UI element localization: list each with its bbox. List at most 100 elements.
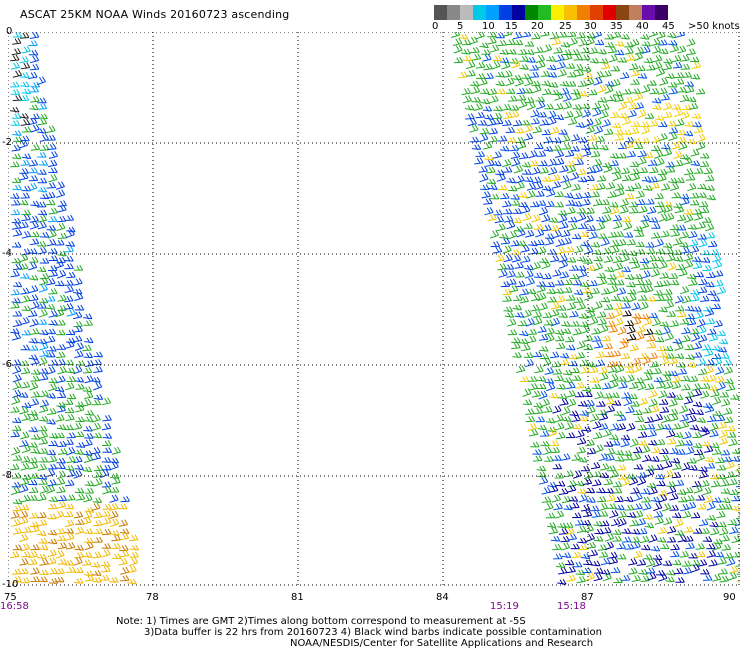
- wind-barb: [550, 254, 560, 263]
- wind-barb: [538, 333, 549, 341]
- wind-barb: [552, 454, 562, 461]
- wind-barb: [720, 353, 730, 360]
- wind-barb: [536, 375, 547, 382]
- wind-barb: [569, 264, 579, 271]
- wind-barb: [21, 444, 31, 454]
- wind-barb: [716, 286, 727, 295]
- wind-barb: [10, 431, 20, 438]
- wind-barb: [577, 223, 588, 230]
- wind-barb: [540, 398, 551, 408]
- wind-barb: [649, 262, 659, 269]
- wind-barb: [657, 205, 667, 214]
- wind-barb: [19, 94, 30, 102]
- wind-barb: [690, 294, 700, 302]
- wind-barb: [586, 405, 596, 415]
- wind-barb: [597, 96, 608, 103]
- wind-barb: [48, 167, 58, 174]
- wind-barb: [29, 55, 40, 64]
- wind-barb: [545, 281, 556, 288]
- wind-barb: [11, 48, 22, 56]
- wind-barb: [56, 375, 66, 384]
- wind-barb: [594, 391, 604, 400]
- wind-barb: [73, 264, 84, 271]
- wind-barb: [604, 266, 615, 273]
- wind-barb: [644, 416, 655, 424]
- wind-barb: [605, 320, 616, 328]
- wind-barb: [715, 366, 725, 375]
- wind-barb: [48, 496, 59, 503]
- wind-barb: [663, 460, 673, 469]
- wind-barb: [537, 471, 547, 478]
- wind-barb: [486, 178, 497, 185]
- wind-barb: [680, 111, 690, 120]
- wind-barb: [629, 161, 640, 168]
- wind-barb: [658, 39, 668, 46]
- wind-barb: [661, 326, 671, 335]
- wind-barb: [538, 160, 548, 167]
- wind-barb: [28, 558, 38, 566]
- y-tick-label: -4: [2, 248, 12, 259]
- wind-barb: [621, 117, 632, 126]
- wind-barb: [722, 456, 733, 463]
- wind-barb: [468, 36, 478, 45]
- wind-barb: [82, 552, 93, 559]
- wind-barb: [549, 485, 559, 493]
- wind-barb: [666, 569, 676, 576]
- wind-barb: [532, 449, 542, 456]
- wind-barb: [634, 415, 645, 423]
- wind-barb: [486, 166, 496, 174]
- wind-barb: [579, 230, 589, 237]
- wind-barb: [37, 215, 48, 223]
- wind-barb: [625, 406, 635, 414]
- wind-barb: [716, 464, 727, 471]
- wind-barb: [21, 214, 31, 222]
- wind-barb: [674, 529, 685, 536]
- wind-barb: [639, 263, 650, 270]
- wind-barb: [537, 111, 547, 118]
- wind-barb: [609, 373, 619, 383]
- wind-barb: [658, 213, 668, 222]
- wind-barb: [596, 216, 606, 223]
- wind-barb: [552, 230, 562, 239]
- wind-barb: [674, 518, 684, 527]
- wind-barb: [526, 56, 536, 63]
- wind-barb: [29, 274, 39, 281]
- wind-barb: [702, 487, 712, 496]
- wind-barb: [579, 410, 589, 417]
- x-tick-label: 90: [723, 592, 736, 603]
- wind-barb: [10, 551, 20, 559]
- wind-barb: [74, 292, 84, 301]
- wind-barb: [497, 184, 508, 191]
- wind-barb: [550, 317, 561, 327]
- wind-barb: [20, 72, 30, 79]
- wind-barb: [658, 87, 668, 95]
- wind-barb: [610, 567, 621, 574]
- wind-barb: [592, 32, 603, 39]
- wind-barb: [38, 367, 49, 374]
- wind-barb: [56, 319, 66, 326]
- wind-barb: [559, 352, 570, 359]
- wind-barb: [648, 176, 658, 183]
- wind-barb: [56, 463, 66, 470]
- wind-barb: [700, 295, 710, 302]
- wind-barb: [82, 559, 92, 566]
- wind-barb: [677, 368, 688, 375]
- wind-barb: [678, 405, 689, 414]
- wind-barb: [646, 335, 656, 342]
- wind-barb: [663, 111, 673, 119]
- wind-barb: [72, 422, 83, 431]
- wind-barb: [37, 97, 47, 104]
- wind-barb: [75, 383, 85, 390]
- wind-barb: [651, 446, 661, 453]
- wind-barb: [632, 313, 642, 320]
- wind-barb: [718, 437, 729, 445]
- wind-barb: [580, 102, 591, 109]
- wind-barb: [660, 357, 670, 366]
- wind-barb: [617, 326, 627, 336]
- wind-barb: [29, 398, 40, 407]
- wind-barb: [499, 49, 509, 56]
- wind-barb: [543, 136, 553, 144]
- wind-barb: [689, 424, 700, 431]
- wind-barb: [645, 559, 656, 568]
- wind-barb: [561, 406, 571, 416]
